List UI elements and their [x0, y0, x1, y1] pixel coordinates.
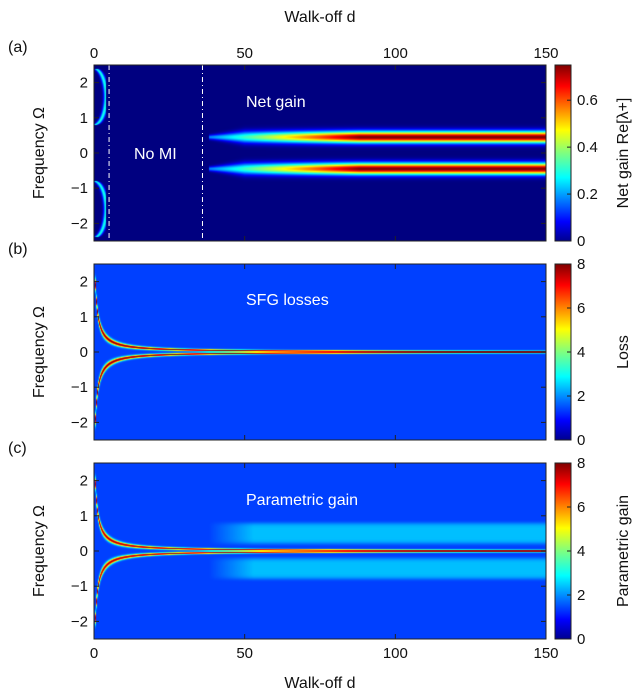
panel-c-cbar-tick-label-4: 4: [577, 543, 585, 560]
panel-a-ytick-label--1: −1: [71, 180, 88, 197]
panel-b-ytick-label-2: 2: [80, 274, 88, 291]
panel-a-xtick-label-50: 50: [236, 45, 253, 62]
panel-a-y-axis-label: Frequency Ω: [31, 107, 48, 199]
panel-a-colorbar-ticks: 0 0.2 0.4 0.6: [567, 92, 598, 250]
panel-a-cbar-tick-label-0.6: 0.6: [577, 92, 598, 109]
panel-c-ticks: 0 50 100 150 −2 −1 0 1 2: [71, 463, 559, 662]
panel-c-xtick-label-100: 100: [383, 645, 408, 662]
panel-a: (a) Net gain No MI 0 50 100 150 −2 −1 0 1 2 Freq…: [8, 39, 632, 250]
panel-c-xtick-label-0: 0: [90, 645, 98, 662]
panel-c-label: (c): [8, 440, 27, 457]
panel-a-ticks: 0 50 100 150 −2 −1 0 1 2: [71, 45, 559, 241]
panel-a-xtick-label-0: 0: [90, 45, 98, 62]
panel-a-colorbar: 0 0.2 0.4 0.6 Net gain Re[λ+]: [554, 64, 632, 250]
panel-a-label: (a): [8, 39, 28, 56]
panel-b-cbar-tick-label-2: 2: [577, 388, 585, 405]
panel-c-x-axis-label: Walk-off d: [284, 675, 355, 692]
panel-b-ytick-label--1: −1: [71, 379, 88, 396]
panel-c-ytick-label-1: 1: [80, 508, 88, 525]
panel-c-y-axis-label: Frequency Ω: [31, 505, 48, 597]
panel-c-image: [94, 463, 546, 639]
panel-a-xtick-label-150: 150: [533, 45, 558, 62]
panel-a-ytick-label--2: −2: [71, 215, 88, 232]
panel-b: (b) SFG losses −2 −1 0 1 2 Frequency Ω 0 2 4 6 8…: [8, 241, 632, 449]
panel-b-y-axis-label: Frequency Ω: [31, 306, 48, 398]
panel-c-ytick-label--1: −1: [71, 578, 88, 595]
panel-b-colorbar: 0 2 4 6 8 Loss: [554, 256, 632, 449]
panel-a-ytick-label-2: 2: [80, 75, 88, 92]
panel-c-xtick-label-150: 150: [533, 645, 558, 662]
panel-c-heatmap: Parametric gain: [93, 462, 547, 640]
panel-a-annotation-no-mi: No MI: [134, 146, 177, 163]
panel-b-label: (b): [8, 241, 28, 258]
panel-b-image: [94, 264, 546, 440]
panel-b-colorbar-ticks: 0 2 4 6 8: [567, 256, 585, 449]
panel-b-ytick-label--2: −2: [71, 414, 88, 431]
panel-c-colorbar: 0 2 4 6 8 Parametric gain: [554, 455, 632, 648]
panel-a-cbar-tick-label-0: 0: [577, 233, 585, 250]
panel-c-xtick-label-50: 50: [236, 645, 253, 662]
panel-c-ytick-label--2: −2: [71, 613, 88, 630]
panel-a-ytick-label-0: 0: [80, 145, 88, 162]
panel-c-cbar-tick-label-0: 0: [577, 631, 585, 648]
panel-b-cbar-tick-label-6: 6: [577, 300, 585, 317]
panel-c-ytick-label-0: 0: [80, 543, 88, 560]
panel-a-image: [94, 65, 546, 241]
panel-c-annotation-parametric-gain: Parametric gain: [246, 492, 358, 509]
panel-b-ytick-label-1: 1: [80, 309, 88, 326]
panel-a-annotation-net-gain: Net gain: [246, 94, 306, 111]
panel-b-annotation-sfg-losses: SFG losses: [246, 292, 329, 309]
panel-a-heatmap: Net gain No MI: [93, 64, 547, 242]
panel-a-colorbar-label: Net gain Re[λ+]: [615, 98, 632, 209]
panel-a-cbar-tick-label-0.2: 0.2: [577, 186, 598, 203]
panel-b-heatmap: SFG losses: [93, 263, 547, 441]
panel-b-cbar-tick-label-8: 8: [577, 256, 585, 273]
panel-c-colorbar-ticks: 0 2 4 6 8: [567, 455, 585, 648]
panel-c-cbar-tick-label-6: 6: [577, 499, 585, 516]
panel-b-ytick-label-0: 0: [80, 344, 88, 361]
panel-b-cbar-tick-label-4: 4: [577, 344, 585, 361]
panel-b-colorbar-label: Loss: [615, 335, 632, 369]
top-x-axis-label: Walk-off d: [284, 9, 355, 26]
panel-c-colorbar-label: Parametric gain: [615, 495, 632, 607]
panel-a-ytick-label-1: 1: [80, 110, 88, 127]
panel-a-cbar-tick-label-0.4: 0.4: [577, 139, 598, 156]
panel-c-cbar-tick-label-2: 2: [577, 587, 585, 604]
panel-b-ticks: −2 −1 0 1 2: [71, 264, 547, 440]
panel-a-colorbar-gradient: [554, 64, 572, 242]
panel-a-xtick-label-100: 100: [383, 45, 408, 62]
panel-c-cbar-tick-label-8: 8: [577, 455, 585, 472]
panel-b-cbar-tick-label-0: 0: [577, 432, 585, 449]
panel-c: (c) Parametric gain 0 50 100 150 −2 −1 0 1 2 Fre…: [8, 440, 632, 692]
panel-c-ytick-label-2: 2: [80, 473, 88, 490]
